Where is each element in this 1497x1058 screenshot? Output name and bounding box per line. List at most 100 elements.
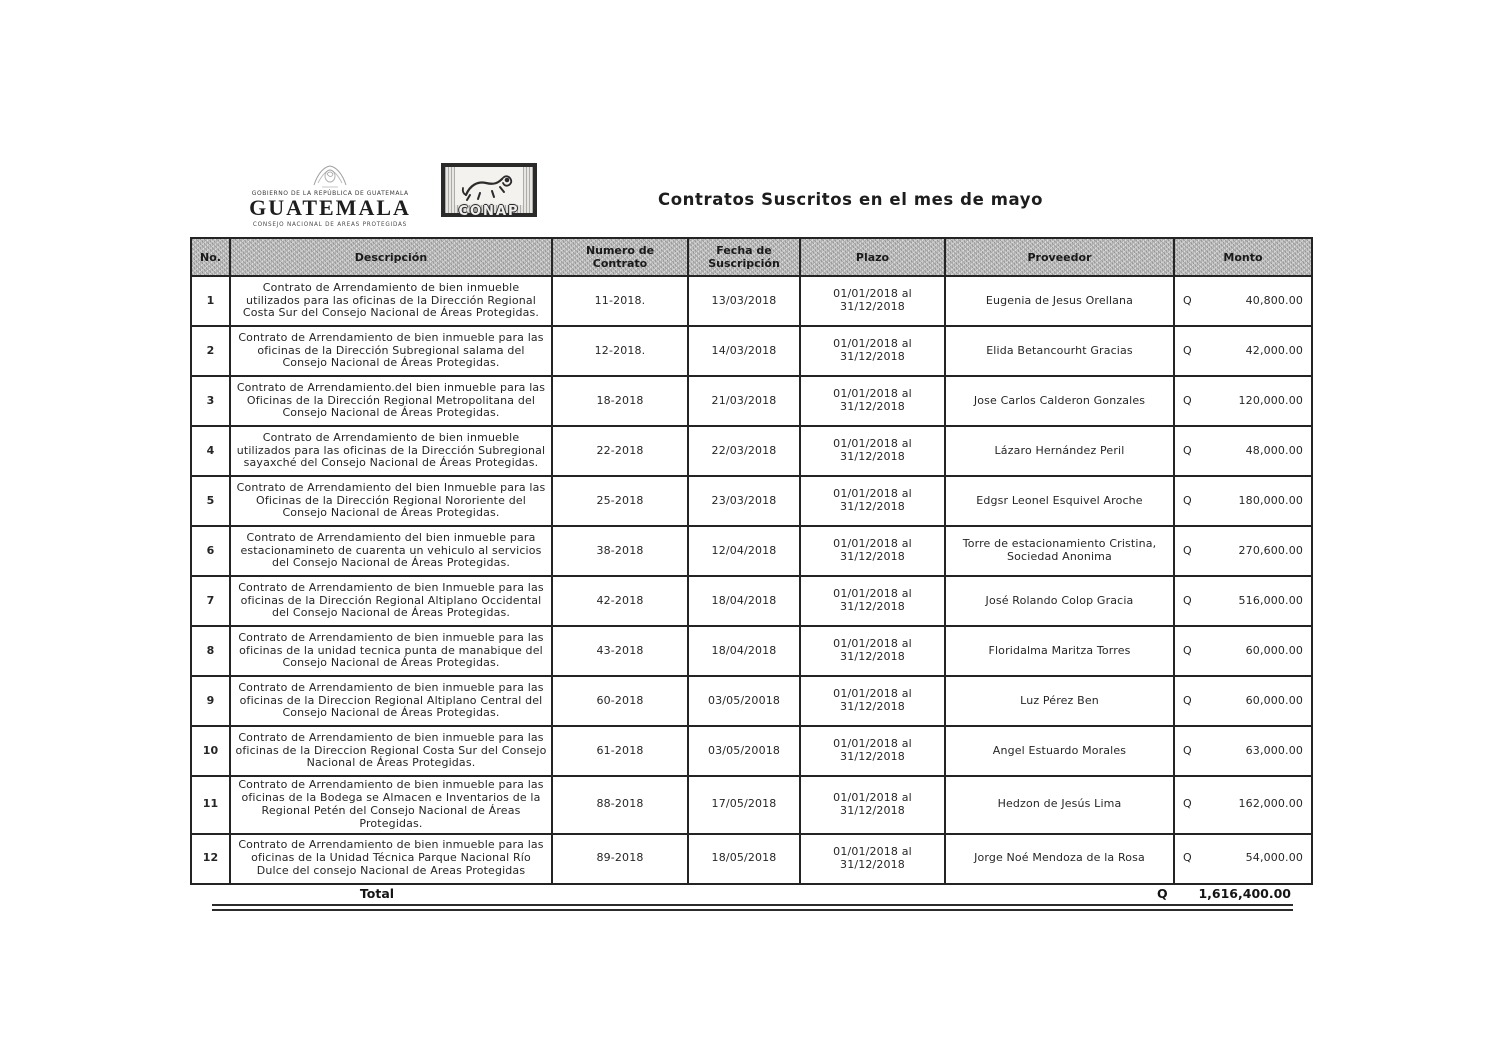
- cell-numero-contrato: 89-2018: [551, 832, 689, 885]
- cell-proveedor: Luz Pérez Ben: [944, 675, 1175, 727]
- cell-descripcion: Contrato de Arrendamiento de bien inmueb…: [229, 625, 553, 677]
- cell-monto: Q 40,800.00: [1173, 275, 1313, 327]
- cell-numero-contrato: 25-2018: [551, 475, 689, 527]
- cell-descripcion: Contrato de Arrendamiento de bien inmueb…: [229, 275, 553, 327]
- table-row: 10 Contrato de Arrendamiento de bien inm…: [190, 725, 1313, 777]
- amount-value: 270,600.00: [1238, 543, 1303, 557]
- table-row: 1 Contrato de Arrendamiento de bien inmu…: [190, 275, 1313, 327]
- cell-descripcion: Contrato de Arrendamiento de bien inmueb…: [229, 425, 553, 477]
- col-header-descripcion: Descripción: [229, 237, 553, 277]
- cell-plazo: 01/01/2018 al 31/12/2018: [799, 775, 946, 835]
- currency-symbol: Q: [1183, 797, 1192, 811]
- cell-monto: Q 63,000.00: [1173, 725, 1313, 777]
- cell-plazo: 01/01/2018 al 31/12/2018: [799, 675, 946, 727]
- page-title: Contratos Suscritos en el mes de mayo: [658, 190, 1044, 209]
- cell-descripcion: Contrato de Arrendamiento del bien inmue…: [229, 525, 553, 577]
- amount-value: 40,800.00: [1245, 293, 1303, 307]
- cell-proveedor: Angel Estuardo Morales: [944, 725, 1175, 777]
- cell-proveedor: Floridalma Maritza Torres: [944, 625, 1175, 677]
- currency-symbol: Q: [1183, 393, 1192, 407]
- table-row: 12 Contrato de Arrendamiento de bien inm…: [190, 832, 1313, 885]
- currency-symbol: Q: [1183, 743, 1192, 757]
- cell-plazo: 01/01/2018 al 31/12/2018: [799, 525, 946, 577]
- cell-numero-contrato: 22-2018: [551, 425, 689, 477]
- cell-plazo: 01/01/2018 al 31/12/2018: [799, 625, 946, 677]
- cell-monto: Q 162,000.00: [1173, 775, 1313, 835]
- table-row: 6 Contrato de Arrendamiento del bien inm…: [190, 525, 1313, 577]
- cell-monto: Q 48,000.00: [1173, 425, 1313, 477]
- cell-fecha-suscripcion: 14/03/2018: [687, 325, 801, 377]
- total-currency-symbol: Q: [1157, 885, 1168, 901]
- table-row: 2 Contrato de Arrendamiento de bien inmu…: [190, 325, 1313, 377]
- total-row: Total Q 1,616,400.00: [190, 885, 1293, 904]
- cell-monto: Q 42,000.00: [1173, 325, 1313, 377]
- table-header-row: No. Descripción Numero de Contrato Fecha…: [190, 237, 1313, 277]
- table-row: 7 Contrato de Arrendamiento de bien Inmu…: [190, 575, 1313, 627]
- cell-no: 10: [190, 725, 231, 777]
- currency-symbol: Q: [1183, 851, 1192, 865]
- table-row: 3 Contrato de Arrendamiento.del bien inm…: [190, 375, 1313, 427]
- contracts-table: No. Descripción Numero de Contrato Fecha…: [190, 237, 1313, 885]
- cell-monto: Q 60,000.00: [1173, 675, 1313, 727]
- currency-symbol: Q: [1183, 593, 1192, 607]
- total-amount-value: 1,616,400.00: [1198, 885, 1291, 901]
- amount-value: 48,000.00: [1245, 443, 1303, 457]
- cell-numero-contrato: 61-2018: [551, 725, 689, 777]
- cell-descripcion: Contrato de Arrendamiento de bien inmueb…: [229, 832, 553, 885]
- cell-descripcion: Contrato de Arrendamiento de bien inmueb…: [229, 325, 553, 377]
- cell-fecha-suscripcion: 03/05/20018: [687, 675, 801, 727]
- cell-proveedor: José Rolando Colop Gracia: [944, 575, 1175, 627]
- cell-fecha-suscripcion: 23/03/2018: [687, 475, 801, 527]
- cell-plazo: 01/01/2018 al 31/12/2018: [799, 325, 946, 377]
- table-row: 11 Contrato de Arrendamiento de bien inm…: [190, 775, 1313, 835]
- cell-plazo: 01/01/2018 al 31/12/2018: [799, 425, 946, 477]
- col-header-fecha-suscripcion: Fecha de Suscripción: [687, 237, 801, 277]
- cell-no: 3: [190, 375, 231, 427]
- cell-proveedor: Lázaro Hernández Peril: [944, 425, 1175, 477]
- cell-proveedor: Elida Betancourht Gracias: [944, 325, 1175, 377]
- currency-symbol: Q: [1183, 493, 1192, 507]
- cell-plazo: 01/01/2018 al 31/12/2018: [799, 475, 946, 527]
- cell-numero-contrato: 18-2018: [551, 375, 689, 427]
- table-row: 5 Contrato de Arrendamiento del bien Inm…: [190, 475, 1313, 527]
- cell-fecha-suscripcion: 18/05/2018: [687, 832, 801, 885]
- total-label: Total: [359, 885, 395, 901]
- cell-proveedor: Jorge Noé Mendoza de la Rosa: [944, 832, 1175, 885]
- currency-symbol: Q: [1183, 343, 1192, 357]
- currency-symbol: Q: [1183, 293, 1192, 307]
- cell-plazo: 01/01/2018 al 31/12/2018: [799, 832, 946, 885]
- col-header-numero-contrato: Numero de Contrato: [551, 237, 689, 277]
- table-row: 8 Contrato de Arrendamiento de bien inmu…: [190, 625, 1313, 677]
- table-header: No. Descripción Numero de Contrato Fecha…: [190, 237, 1313, 277]
- cell-fecha-suscripcion: 18/04/2018: [687, 625, 801, 677]
- cell-numero-contrato: 12-2018.: [551, 325, 689, 377]
- cell-proveedor: Jose Carlos Calderon Gonzales: [944, 375, 1175, 427]
- cell-no: 1: [190, 275, 231, 327]
- cell-no: 11: [190, 775, 231, 835]
- currency-symbol: Q: [1183, 693, 1192, 707]
- cell-fecha-suscripcion: 12/04/2018: [687, 525, 801, 577]
- conap-wordmark: CONAP: [458, 204, 520, 219]
- cell-monto: Q 516,000.00: [1173, 575, 1313, 627]
- guatemala-logo-top-text: GOBIERNO DE LA REPÚBLICA DE GUATEMALA: [251, 189, 409, 197]
- amount-value: 63,000.00: [1245, 743, 1303, 757]
- cell-plazo: 01/01/2018 al 31/12/2018: [799, 575, 946, 627]
- amount-value: 60,000.00: [1245, 693, 1303, 707]
- cell-proveedor: Edgsr Leonel Esquivel Aroche: [944, 475, 1175, 527]
- guatemala-emblem-icon: [245, 163, 415, 189]
- col-header-no: No.: [190, 237, 231, 277]
- cell-numero-contrato: 42-2018: [551, 575, 689, 627]
- cell-descripcion: Contrato de Arrendamiento de bien inmueb…: [229, 775, 553, 835]
- cell-monto: Q 120,000.00: [1173, 375, 1313, 427]
- conap-logo: CONAP: [441, 163, 537, 219]
- cell-plazo: 01/01/2018 al 31/12/2018: [799, 375, 946, 427]
- col-header-monto: Monto: [1173, 237, 1313, 277]
- cell-numero-contrato: 38-2018: [551, 525, 689, 577]
- amount-value: 60,000.00: [1245, 643, 1303, 657]
- cell-fecha-suscripcion: 22/03/2018: [687, 425, 801, 477]
- cell-numero-contrato: 60-2018: [551, 675, 689, 727]
- cell-no: 7: [190, 575, 231, 627]
- amount-value: 42,000.00: [1245, 343, 1303, 357]
